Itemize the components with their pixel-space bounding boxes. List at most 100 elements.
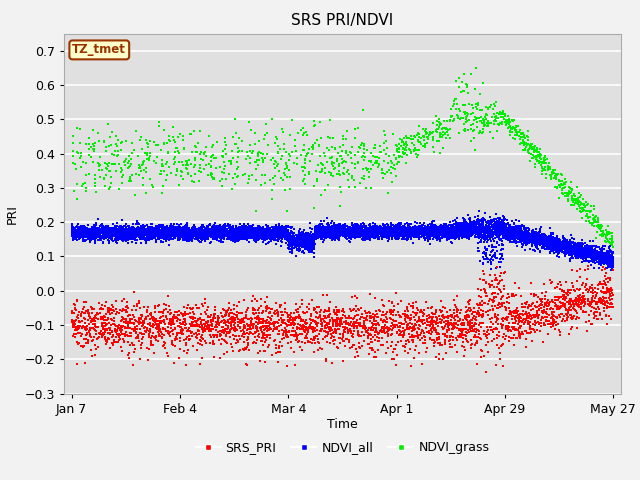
Point (586, 257, 596, 265)
Point (114, 185, 124, 193)
Point (493, 279, 504, 287)
Point (478, 232, 488, 240)
Point (550, 238, 561, 246)
Point (448, 117, 458, 125)
Point (378, 228, 388, 236)
Point (389, 222, 399, 230)
Point (74, 225, 84, 233)
Point (422, 228, 433, 236)
Point (387, 228, 397, 236)
Point (445, 336, 455, 344)
Point (117, 232, 127, 240)
Point (207, 228, 218, 236)
Point (294, 229, 304, 237)
Point (602, 230, 612, 238)
Point (212, 225, 222, 232)
Point (273, 311, 284, 318)
Point (454, 231, 464, 239)
Point (503, 226, 513, 233)
Point (271, 228, 281, 236)
Point (350, 227, 360, 235)
Point (346, 227, 356, 234)
Point (285, 131, 295, 138)
Point (173, 147, 184, 155)
Point (409, 223, 419, 231)
Point (432, 227, 442, 235)
Point (86, 233, 97, 241)
Point (555, 285, 565, 293)
Point (266, 230, 276, 238)
Point (335, 339, 345, 347)
Point (191, 334, 201, 341)
Point (372, 233, 382, 241)
Point (413, 228, 423, 236)
Point (241, 308, 252, 316)
Point (596, 251, 607, 258)
Point (558, 241, 568, 249)
Point (469, 305, 479, 312)
Point (365, 228, 375, 236)
Point (407, 227, 417, 234)
Point (209, 229, 219, 237)
Point (281, 326, 291, 334)
Point (327, 229, 337, 237)
Point (209, 228, 219, 236)
Point (588, 212, 598, 219)
Point (380, 228, 390, 235)
Point (401, 225, 411, 233)
Point (289, 327, 299, 335)
Point (308, 233, 318, 241)
Point (565, 243, 575, 251)
Point (251, 225, 261, 233)
Point (266, 227, 276, 235)
Point (593, 223, 603, 231)
Point (310, 226, 321, 233)
Point (467, 226, 477, 233)
Point (88, 232, 98, 240)
Point (446, 226, 456, 233)
Point (585, 208, 595, 216)
Point (106, 129, 116, 136)
Point (174, 323, 184, 330)
Point (184, 227, 194, 234)
Point (209, 222, 219, 229)
Point (355, 227, 365, 235)
Point (361, 230, 371, 238)
Point (570, 249, 580, 257)
Point (442, 225, 452, 232)
Point (403, 151, 413, 158)
Point (99, 223, 109, 231)
Point (351, 233, 361, 241)
Point (481, 103, 491, 110)
Point (529, 240, 540, 247)
Point (192, 233, 202, 241)
Point (196, 235, 206, 243)
Point (556, 238, 566, 246)
Point (196, 333, 207, 341)
Point (558, 232, 568, 240)
Point (246, 233, 256, 241)
Point (519, 319, 529, 327)
Point (328, 224, 338, 232)
Point (582, 202, 592, 209)
Point (465, 225, 475, 232)
Point (376, 230, 386, 238)
Point (548, 298, 558, 305)
Point (151, 333, 161, 341)
Point (164, 237, 174, 244)
Point (132, 219, 143, 227)
Point (305, 232, 316, 240)
Point (455, 108, 465, 115)
Point (532, 232, 542, 240)
Point (387, 300, 397, 307)
Point (358, 236, 368, 244)
Point (166, 233, 176, 240)
Point (165, 228, 175, 235)
Point (328, 329, 339, 337)
Point (319, 226, 329, 234)
Point (358, 172, 369, 180)
Point (360, 175, 370, 183)
Point (378, 231, 388, 239)
Point (145, 232, 155, 240)
Point (186, 322, 196, 329)
